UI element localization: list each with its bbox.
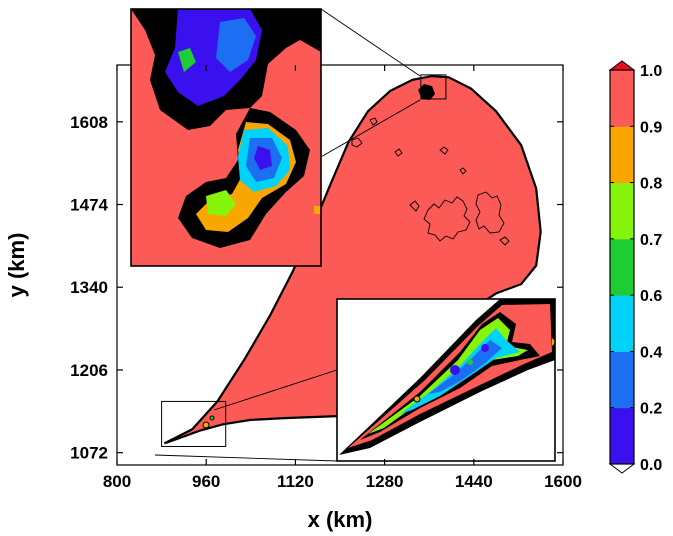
y-tick-label: 1340	[70, 278, 108, 297]
y-axis: 1072 1206 1340 1474 1608	[70, 113, 563, 463]
colorbar-under-triangle	[608, 463, 636, 474]
zoom-region-upper-outline	[420, 74, 447, 100]
colorbar-segment	[610, 126, 634, 184]
domain-tip-detail	[202, 84, 435, 429]
colorbar-tick-label: 0.2	[640, 401, 662, 418]
colorbar-tick-label: 1.0	[640, 63, 662, 80]
contour-line	[459, 167, 467, 175]
contour-lines	[351, 117, 510, 246]
colorbar-segment	[610, 295, 634, 352]
contour-line	[439, 146, 449, 155]
colorbar-frame	[609, 69, 635, 465]
y-tick-label: 1072	[70, 444, 108, 463]
x-tick-label: 960	[192, 472, 220, 491]
colorbar-tick-label: 0.7	[640, 232, 662, 249]
x-axis: 800 960 1120 1280 1440 1600	[103, 65, 582, 491]
colorbar-over-triangle	[608, 60, 636, 71]
x-tick-label: 1600	[544, 472, 582, 491]
colorbar-segment	[610, 351, 634, 409]
colorbar-tick-label: 0.4	[640, 344, 662, 361]
colorbar-tick-label: 0.6	[640, 288, 662, 305]
inset-lower	[336, 298, 556, 462]
colorbar: 0.0 0.2 0.4 0.6 0.7 0.8 0.9 1.0	[608, 60, 662, 474]
x-tick-label: 1120	[277, 472, 314, 491]
inset-upper	[130, 8, 322, 267]
y-tick-label: 1206	[70, 361, 108, 380]
colorbar-segment	[610, 70, 634, 127]
contour-line	[499, 236, 510, 246]
x-tick-label: 1280	[366, 472, 404, 491]
y-axis-title: y (km)	[4, 233, 29, 298]
contour-line	[394, 148, 403, 157]
contour-line	[409, 200, 420, 212]
y-tick-label: 1608	[70, 113, 108, 132]
colorbar-tick-label: 0.8	[640, 176, 662, 193]
x-tick-label: 1440	[455, 472, 493, 491]
contour-line	[369, 117, 378, 126]
x-axis-title: x (km)	[308, 507, 373, 532]
colorbar-segment	[610, 238, 634, 296]
contour-line	[351, 137, 363, 148]
y-tick-label: 1474	[70, 196, 108, 215]
colorbar-tick-label: 0.9	[640, 119, 662, 136]
contour-line	[475, 191, 505, 234]
colorbar-segment	[610, 407, 634, 465]
colorbar-tick-label: 0.0	[640, 457, 662, 474]
contour-line	[423, 196, 471, 242]
colorbar-segment	[610, 182, 634, 240]
x-tick-label: 800	[103, 472, 131, 491]
zoom-region-lower-outline	[161, 400, 227, 447]
